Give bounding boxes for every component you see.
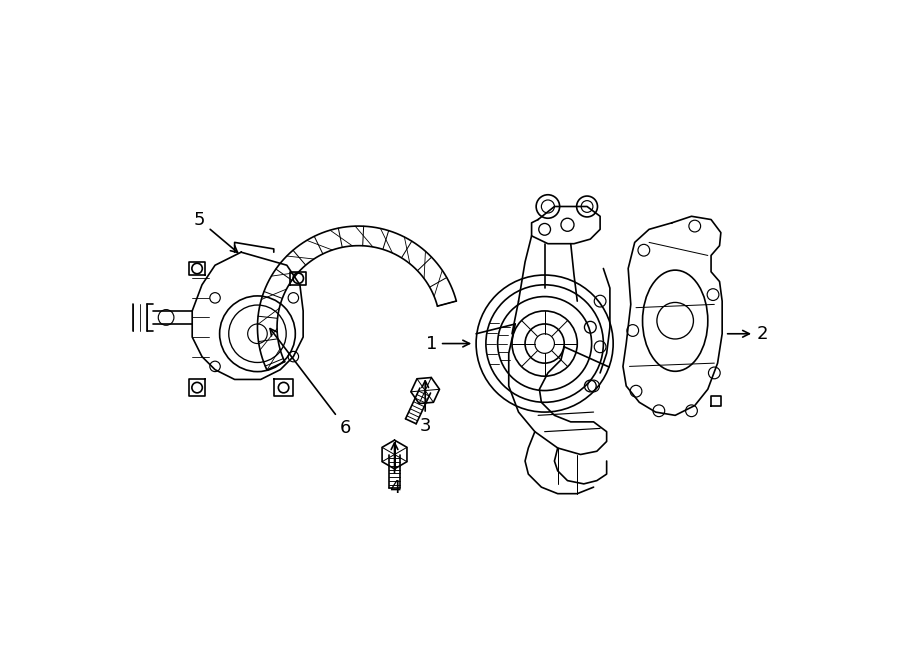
Text: 1: 1: [426, 334, 470, 352]
Text: 2: 2: [727, 325, 769, 343]
Text: 4: 4: [389, 443, 400, 496]
Text: 5: 5: [194, 212, 238, 253]
Text: 3: 3: [419, 381, 431, 435]
Text: 6: 6: [270, 329, 351, 437]
